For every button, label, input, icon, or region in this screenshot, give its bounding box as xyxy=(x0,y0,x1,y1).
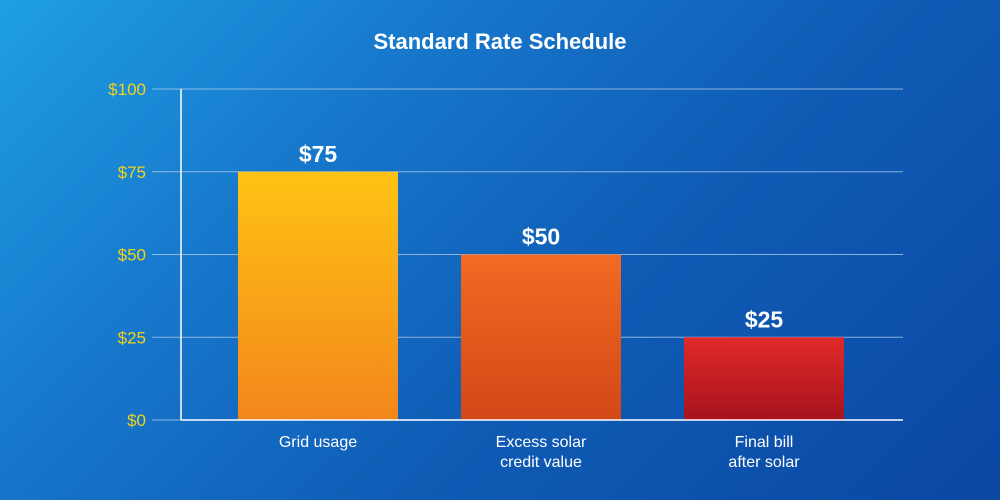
y-tick-label: $100 xyxy=(108,80,146,99)
bar-value-label: $75 xyxy=(299,141,338,167)
y-tick-label: $0 xyxy=(127,411,146,430)
bar xyxy=(461,254,621,420)
x-category-label: Grid usage xyxy=(279,434,357,451)
bars xyxy=(238,171,844,420)
y-tick-label: $25 xyxy=(118,328,146,347)
axes xyxy=(180,89,903,421)
y-tick-label: $50 xyxy=(118,246,146,265)
chart-title: Standard Rate Schedule xyxy=(373,29,626,54)
bar xyxy=(238,171,398,420)
y-tick-label: $75 xyxy=(118,163,146,182)
bar xyxy=(684,337,844,420)
x-category-label: Final bill after solar xyxy=(728,434,800,471)
x-category-label: Excess solar credit value xyxy=(496,434,587,471)
bar-value-label: $25 xyxy=(745,306,784,332)
bar-value-label: $50 xyxy=(522,224,560,250)
labels: $0 $25 $50 $75 $100 $75 Grid usage $50 Excess so… xyxy=(108,80,800,471)
